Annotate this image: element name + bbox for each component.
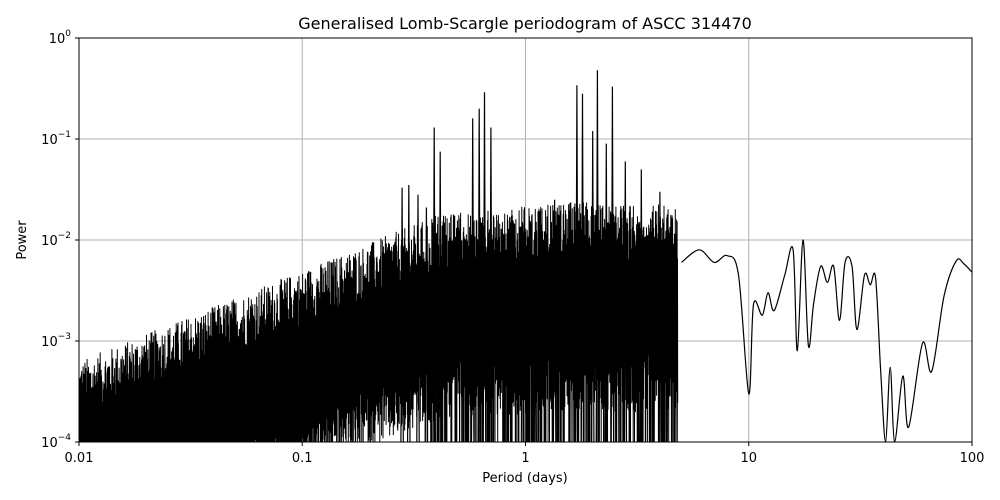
periodogram-peak (489, 127, 493, 443)
y-tick-label: 10−1 (41, 130, 71, 148)
periodogram-tail-trace (681, 239, 973, 443)
periodogram-peak (520, 222, 525, 443)
periodogram-peak (639, 169, 644, 443)
periodogram-peak (400, 187, 404, 443)
periodogram-peak (610, 86, 615, 443)
y-tick-label: 10−3 (41, 332, 71, 350)
periodogram-peak (424, 207, 429, 443)
periodogram-peak (580, 93, 585, 443)
y-tick-label: 100 (49, 29, 72, 47)
chart-title: Generalised Lomb-Scargle periodogram of … (298, 14, 752, 33)
periodogram-peak (407, 184, 411, 443)
series-layer (78, 70, 973, 443)
x-tick-label: 0.01 (65, 451, 94, 466)
y-tick-label: 10−2 (41, 231, 71, 249)
y-axis-label: Power (15, 220, 30, 260)
periodogram-peak (623, 161, 628, 443)
y-tick-label: 10−4 (41, 433, 71, 451)
x-axis-ticks: 0.01 0.1 1 10 100 (65, 442, 985, 466)
x-tick-label: 0.1 (292, 451, 313, 466)
periodogram-peak (552, 199, 557, 443)
periodogram-peak (590, 130, 595, 443)
x-tick-label: 1 (521, 451, 529, 466)
x-tick-label: 100 (960, 451, 985, 466)
periodogram-peak (575, 85, 579, 443)
x-tick-label: 10 (740, 451, 757, 466)
periodogram-peak (595, 70, 600, 443)
periodogram-peak (438, 151, 442, 443)
periodogram-peak (482, 92, 487, 443)
periodogram-peak (470, 118, 475, 443)
y-axis-ticks: 10−4 10−3 10−2 10−1 100 (41, 29, 79, 451)
periodogram-peak (532, 231, 537, 443)
periodogram-peak (432, 127, 436, 443)
periodogram-peak (416, 194, 420, 443)
x-axis-label: Period (days) (482, 471, 568, 486)
periodogram-peak (604, 143, 609, 443)
periodogram-peak (477, 108, 481, 443)
periodogram-peak (658, 191, 662, 443)
